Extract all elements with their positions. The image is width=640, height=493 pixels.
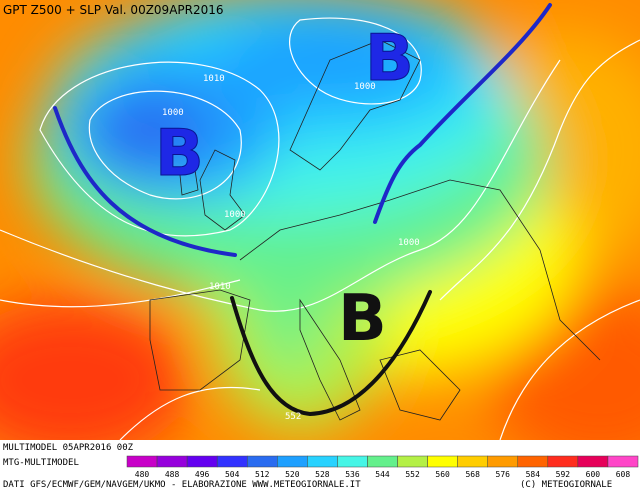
legend-swatch xyxy=(186,455,218,468)
sources-label: DATI GFS/ECMWF/GEM/NAVGEM/UKMO - ELABORA… xyxy=(3,480,361,490)
legend-swatch xyxy=(517,455,549,468)
copyright-label: (C) METEOGIORNALE xyxy=(520,480,612,490)
legend-swatch xyxy=(577,455,609,468)
pressure-labels: 1010 1000 1000 1000 1000 1010 552 xyxy=(162,74,420,422)
legend-swatch xyxy=(457,455,488,468)
legend-label: 520 xyxy=(285,470,300,479)
legend-label: 504 xyxy=(225,470,240,479)
legend-label: 560 xyxy=(435,470,450,479)
pressure-label: 1000 xyxy=(162,108,184,118)
pressure-label: 1000 xyxy=(354,82,376,92)
low-center: B xyxy=(365,22,414,96)
run-label: MULTIMODEL 05APR2016 00Z xyxy=(3,443,134,453)
legend-label: 512 xyxy=(255,470,270,479)
isobars xyxy=(0,17,640,440)
legend-swatch xyxy=(337,455,368,468)
legend-label: 536 xyxy=(345,470,360,479)
legend-label: 552 xyxy=(405,470,420,479)
legend-swatch xyxy=(487,455,519,468)
legend-swatch xyxy=(216,455,248,468)
legend-swatch xyxy=(277,455,308,468)
legend-swatch xyxy=(547,455,579,468)
legend-label: 592 xyxy=(556,470,571,479)
low-center: B xyxy=(338,282,387,356)
legend-label: 576 xyxy=(496,470,511,479)
legend-swatch xyxy=(246,455,278,468)
legend-label: 488 xyxy=(165,470,180,479)
legend-swatch xyxy=(427,455,458,468)
model-label: MTG-MULTIMODEL xyxy=(3,458,79,468)
color-legend: 480 488 496 504 512 520 528 536 544 552 560 568 576 5… xyxy=(126,455,639,479)
legend-swatch xyxy=(126,455,158,468)
legend-label: 544 xyxy=(375,470,390,479)
pressure-label: 1000 xyxy=(398,238,420,248)
coastlines xyxy=(149,39,601,421)
legend-label: 480 xyxy=(135,470,150,479)
fronts xyxy=(53,3,552,417)
pressure-label: 552 xyxy=(285,412,301,422)
low-center: B xyxy=(155,117,204,191)
legend-label: 584 xyxy=(526,470,541,479)
legend-swatch xyxy=(607,455,639,468)
legend-label: 528 xyxy=(315,470,330,479)
legend-label: 496 xyxy=(195,470,210,479)
pressure-label: 1010 xyxy=(209,282,231,292)
legend-label: 608 xyxy=(616,470,631,479)
legend-label: 600 xyxy=(586,470,601,479)
legend-label: 568 xyxy=(465,470,480,479)
pressure-label: 1000 xyxy=(224,210,246,220)
legend-swatch xyxy=(307,455,338,468)
legend-swatch xyxy=(156,455,188,468)
pressure-label: 1010 xyxy=(203,74,225,84)
legend-swatch xyxy=(397,455,428,468)
map-field: 1010 1000 1000 1000 1000 1010 552 B B B … xyxy=(0,0,640,440)
legend-swatch xyxy=(367,455,398,468)
map-title: GPT Z500 + SLP Val. 00Z09APR2016 xyxy=(3,3,224,17)
